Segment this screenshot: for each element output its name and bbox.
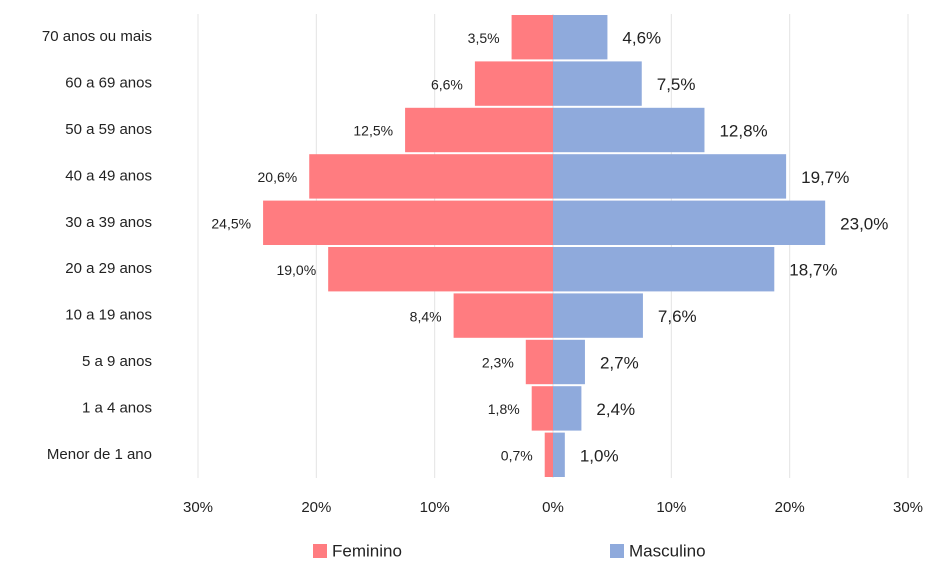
x-tick-label: 20% xyxy=(301,499,331,516)
y-tick-label: 60 a 69 anos xyxy=(65,75,152,92)
bar xyxy=(453,293,553,338)
x-tick-label: 30% xyxy=(183,499,213,516)
bar xyxy=(544,432,553,477)
data-label: 19,0% xyxy=(276,262,316,278)
data-label: 2,7% xyxy=(600,353,639,372)
data-label: 18,7% xyxy=(789,261,837,280)
bar xyxy=(553,15,608,60)
data-label: 7,5% xyxy=(657,75,696,94)
bar xyxy=(553,247,775,292)
y-tick-label: Menor de 1 ano xyxy=(47,446,152,463)
data-label: 23,0% xyxy=(840,214,888,233)
bar xyxy=(511,15,553,60)
data-label: 4,6% xyxy=(622,29,661,48)
legend-label: Masculino xyxy=(629,541,706,560)
data-label: 12,5% xyxy=(353,123,393,139)
bar xyxy=(553,61,642,106)
bar xyxy=(531,386,553,431)
data-label: 24,5% xyxy=(211,216,251,232)
y-tick-label: 70 anos ou mais xyxy=(42,28,152,45)
data-label: 3,5% xyxy=(468,30,500,46)
legend-swatch xyxy=(610,544,624,558)
data-label: 6,6% xyxy=(431,76,463,92)
y-tick-label: 5 a 9 anos xyxy=(82,353,152,370)
bar xyxy=(328,247,553,292)
x-tick-label: 10% xyxy=(656,499,686,516)
data-label: 20,6% xyxy=(258,169,298,185)
bar xyxy=(525,339,553,385)
data-label: 19,7% xyxy=(801,168,849,187)
legend-swatch xyxy=(313,544,327,558)
legend-label: Feminino xyxy=(332,541,402,560)
y-tick-label: 1 a 4 anos xyxy=(82,399,152,416)
bar xyxy=(553,107,705,153)
bar xyxy=(474,61,553,106)
data-label: 2,4% xyxy=(596,400,635,419)
bar xyxy=(263,200,553,245)
y-tick-label: 10 a 19 anos xyxy=(65,307,152,324)
x-tick-label: 0% xyxy=(542,499,564,516)
y-tick-label: 40 a 49 anos xyxy=(65,167,152,184)
data-label: 12,8% xyxy=(719,121,767,140)
data-label: 2,3% xyxy=(482,355,514,371)
y-tick-label: 20 a 29 anos xyxy=(65,260,152,277)
y-tick-label: 50 a 59 anos xyxy=(65,121,152,138)
x-tick-label: 30% xyxy=(893,499,923,516)
data-label: 0,7% xyxy=(501,448,533,464)
bar xyxy=(553,154,787,199)
y-tick-label: 30 a 39 anos xyxy=(65,214,152,231)
bar xyxy=(553,432,565,477)
data-label: 7,6% xyxy=(658,307,697,326)
bar xyxy=(553,386,582,431)
data-label: 1,0% xyxy=(580,446,619,465)
data-label: 1,8% xyxy=(488,401,520,417)
bar xyxy=(309,154,553,199)
bar xyxy=(553,339,585,385)
x-tick-label: 10% xyxy=(420,499,450,516)
x-tick-label: 20% xyxy=(775,499,805,516)
bar xyxy=(553,293,643,338)
bar xyxy=(405,107,553,153)
data-label: 8,4% xyxy=(410,308,442,324)
bar xyxy=(553,200,826,245)
